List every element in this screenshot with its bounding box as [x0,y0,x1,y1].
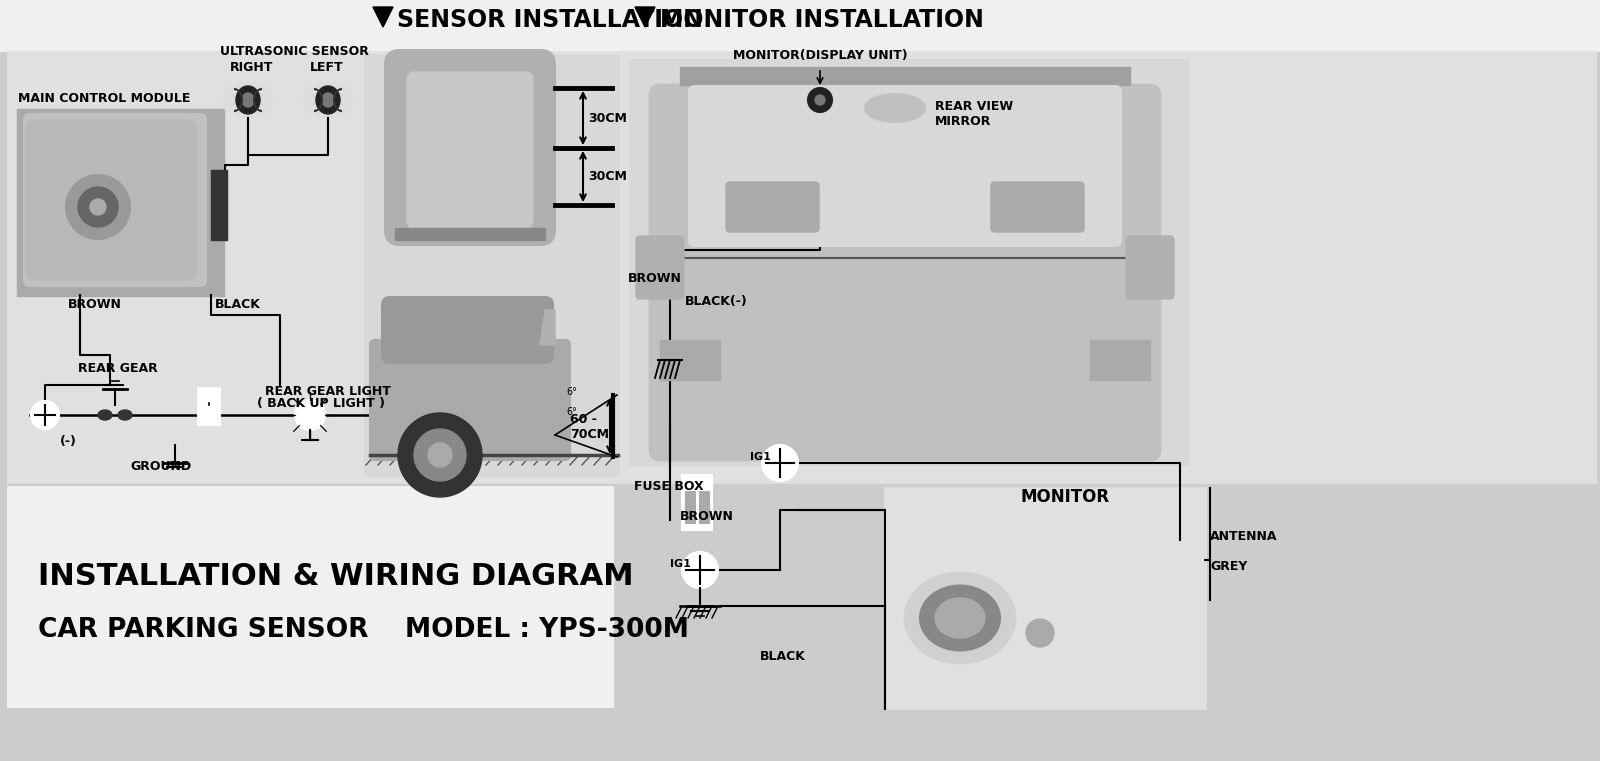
Text: MONITOR(DISPLAY UNIT): MONITOR(DISPLAY UNIT) [733,49,907,62]
Bar [211,170,227,240]
Text: CAR PARKING SENSOR    MODEL : YPS-300M: CAR PARKING SENSOR MODEL : YPS-300M [38,617,690,643]
Text: 60 -
70CM: 60 - 70CM [570,413,610,441]
Circle shape [90,199,106,215]
Polygon shape [373,7,394,27]
Text: LEFT: LEFT [310,61,344,74]
Circle shape [1026,619,1054,647]
Text: MONITOR INSTALLATION: MONITOR INSTALLATION [661,8,984,32]
Bar [8,52,621,482]
Bar [699,491,709,523]
Ellipse shape [302,82,354,118]
Text: SENSOR INSTALLATION: SENSOR INSTALLATION [397,8,702,32]
Ellipse shape [237,86,259,114]
Text: REAR GEAR LIGHT: REAR GEAR LIGHT [266,385,390,398]
Circle shape [398,413,482,497]
Ellipse shape [906,573,1014,663]
Ellipse shape [98,410,112,420]
Circle shape [294,400,325,430]
Text: ULTRASONIC SENSOR: ULTRASONIC SENSOR [221,45,370,58]
Text: BLACK: BLACK [214,298,261,311]
FancyBboxPatch shape [370,340,570,460]
Bar [661,340,720,380]
Text: INSTALLATION & WIRING DIAGRAM: INSTALLATION & WIRING DIAGRAM [38,562,634,591]
Circle shape [762,445,798,481]
Polygon shape [541,310,555,345]
FancyBboxPatch shape [386,50,555,245]
Bar [685,491,694,523]
Text: BLACK(-): BLACK(-) [685,295,747,308]
FancyBboxPatch shape [382,297,554,363]
Ellipse shape [118,410,131,420]
Circle shape [429,443,453,467]
Text: MAIN CONTROL MODULE: MAIN CONTROL MODULE [18,92,190,105]
Bar [680,67,1130,85]
FancyBboxPatch shape [26,120,195,280]
Circle shape [808,88,832,112]
Bar [682,475,712,530]
Bar [18,110,222,295]
Bar [885,488,1205,708]
Ellipse shape [934,598,986,638]
Text: REAR GEAR: REAR GEAR [78,362,158,375]
Text: 30CM: 30CM [589,112,627,125]
Ellipse shape [866,94,925,122]
Bar [621,52,1595,482]
Text: BROWN: BROWN [67,298,122,311]
Bar [8,487,613,707]
Text: FUSE BOX: FUSE BOX [634,480,704,493]
Text: (-): (-) [61,435,77,448]
FancyBboxPatch shape [990,182,1085,232]
Text: IG1: IG1 [670,559,691,569]
Text: BROWN: BROWN [680,510,734,523]
Bar [198,388,221,403]
Text: RIGHT: RIGHT [230,61,274,74]
Bar [0,0,1600,52]
Text: 30CM: 30CM [589,170,627,183]
Text: 6°: 6° [566,407,578,417]
Text: ANTENNA: ANTENNA [1210,530,1277,543]
Circle shape [682,552,718,588]
Text: REAR VIEW
MIRROR: REAR VIEW MIRROR [934,100,1013,128]
Circle shape [30,401,59,429]
Bar [630,60,1187,465]
Bar [365,55,618,475]
Ellipse shape [222,82,274,118]
Ellipse shape [920,585,1000,651]
Text: GREY: GREY [1210,560,1248,573]
Text: MONITOR: MONITOR [1021,488,1109,506]
Circle shape [414,429,466,481]
Polygon shape [635,7,654,27]
Text: IG1: IG1 [750,452,771,462]
FancyBboxPatch shape [726,182,819,232]
Ellipse shape [322,93,334,107]
Bar [198,405,221,425]
Bar [1090,340,1150,380]
Text: BROWN: BROWN [627,272,682,285]
FancyBboxPatch shape [406,72,533,228]
FancyBboxPatch shape [637,236,685,299]
FancyBboxPatch shape [690,86,1122,246]
FancyBboxPatch shape [24,114,206,286]
Text: GROUND: GROUND [130,460,190,473]
Ellipse shape [317,86,339,114]
Text: ( BACK UP LIGHT ): ( BACK UP LIGHT ) [258,397,386,410]
Bar [395,228,546,240]
Text: BLACK: BLACK [760,650,806,663]
Text: 6°: 6° [566,387,578,397]
FancyBboxPatch shape [1126,236,1174,299]
Ellipse shape [242,93,254,107]
Circle shape [78,187,118,227]
Circle shape [814,95,826,105]
Circle shape [66,175,130,239]
FancyBboxPatch shape [650,85,1160,460]
